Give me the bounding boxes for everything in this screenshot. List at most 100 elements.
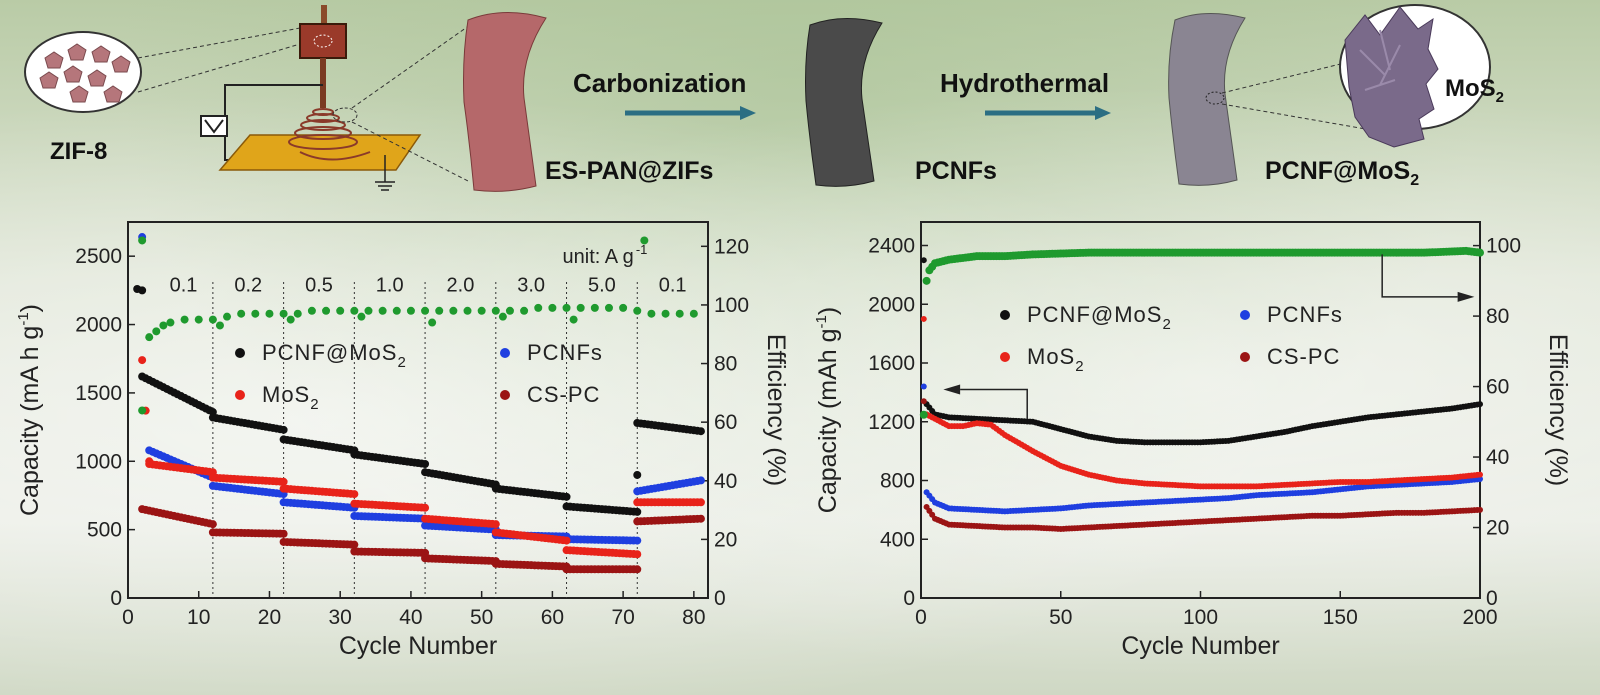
legend-marker xyxy=(1000,352,1010,362)
data-point xyxy=(505,306,514,315)
series-CS-PC xyxy=(920,398,1483,532)
data-point xyxy=(406,306,415,315)
data-point xyxy=(633,306,642,315)
data-point xyxy=(576,303,585,312)
pcnf-mos2-label: PCNF@MoS2 xyxy=(1265,157,1420,189)
plot-frame xyxy=(920,221,1481,599)
data-point xyxy=(208,520,217,529)
data-point xyxy=(364,306,373,315)
data-point xyxy=(696,498,705,507)
series-PCNFs xyxy=(138,233,705,545)
data-point xyxy=(279,309,288,318)
data-point xyxy=(159,321,168,330)
data-point xyxy=(279,425,288,434)
legend-label: PCNF@MoS2 xyxy=(1027,302,1172,333)
x-tick-label: 50 xyxy=(1049,606,1072,629)
series-efficiency xyxy=(138,236,698,415)
x-tick-label: 0 xyxy=(122,606,134,629)
data-point xyxy=(293,309,302,318)
data-point xyxy=(1477,401,1483,408)
data-point xyxy=(223,312,232,321)
data-point xyxy=(661,309,670,318)
y-axis-title: Capacity (mA h g-1) xyxy=(15,304,44,516)
y2-tick-label: 80 xyxy=(1486,305,1509,328)
data-point xyxy=(562,303,571,312)
rate-label: 0.2 xyxy=(234,275,262,297)
data-point xyxy=(463,306,472,315)
data-point xyxy=(152,327,161,336)
data-point xyxy=(357,312,366,321)
y2-tick-label: 100 xyxy=(1486,235,1521,258)
data-point xyxy=(1477,471,1483,478)
y-tick-label: 2500 xyxy=(75,245,122,268)
data-point xyxy=(920,315,927,322)
data-point xyxy=(307,306,316,315)
hydrothermal-label: Hydrothermal xyxy=(940,68,1110,98)
mos2-label: MoS2 xyxy=(1445,75,1505,106)
data-point xyxy=(647,309,656,318)
legend-marker xyxy=(500,390,510,400)
callout-line xyxy=(351,24,471,109)
rate-label: 3.0 xyxy=(517,275,545,297)
data-point xyxy=(640,236,649,245)
plot-frame xyxy=(127,221,709,599)
data-point xyxy=(604,303,613,312)
y2-tick-label: 60 xyxy=(1486,376,1509,399)
x-tick-label: 40 xyxy=(399,606,422,629)
y2-tick-label: 0 xyxy=(1486,587,1498,610)
data-point xyxy=(208,315,217,324)
y2-tick-label: 20 xyxy=(1486,517,1509,540)
legend-marker xyxy=(235,348,245,358)
y-tick-label: 1500 xyxy=(75,382,122,405)
rate-label: 0.1 xyxy=(170,275,198,297)
data-point xyxy=(491,520,500,529)
data-point xyxy=(378,306,387,315)
legend-label: PCNF@MoS2 xyxy=(262,340,407,371)
data-point xyxy=(449,306,458,315)
y-axis-title: Capacity (mAh g-1) xyxy=(813,307,842,513)
legend-marker xyxy=(1240,310,1250,320)
x-tick-label: 30 xyxy=(329,606,352,629)
data-point xyxy=(1477,506,1483,513)
y-tick-label: 0 xyxy=(110,587,122,610)
data-point xyxy=(633,536,642,545)
y-tick-label: 1000 xyxy=(75,450,122,473)
legend: PCNF@MoS2 PCNFs MoS2 CS-PC xyxy=(235,340,603,413)
data-point xyxy=(569,315,578,324)
legend-label: PCNFs xyxy=(527,340,603,365)
data-point xyxy=(350,540,359,549)
data-point xyxy=(322,306,331,315)
data-point xyxy=(336,306,345,315)
data-point xyxy=(633,565,642,574)
data-point xyxy=(215,321,224,330)
es-pan-label: ES-PAN@ZIFs xyxy=(545,157,714,185)
legend-label: MoS2 xyxy=(262,382,320,413)
data-point xyxy=(562,536,571,545)
data-point xyxy=(251,309,260,318)
data-point xyxy=(145,333,154,342)
data-point xyxy=(922,276,931,285)
data-point xyxy=(166,318,175,327)
x-tick-label: 200 xyxy=(1462,606,1497,629)
series-efficiency xyxy=(919,246,1484,419)
data-point xyxy=(477,306,486,315)
data-point xyxy=(498,312,507,321)
callout-line xyxy=(351,121,471,183)
y-tick-label: 1600 xyxy=(868,352,915,375)
callout-line xyxy=(137,43,301,93)
mos2-zoom-icon xyxy=(1339,4,1491,148)
y-tick-label: 2000 xyxy=(75,314,122,337)
data-point xyxy=(633,507,642,516)
data-point xyxy=(633,470,642,479)
y2-tick-label: 40 xyxy=(714,470,737,493)
fiber-icon xyxy=(1168,12,1246,186)
data-point xyxy=(286,315,295,324)
legend-label: PCNFs xyxy=(1267,302,1343,327)
series-PCNFs xyxy=(920,383,1483,515)
data-point xyxy=(138,286,147,295)
zif8-particles-icon xyxy=(24,31,142,113)
legend-marker xyxy=(1240,352,1250,362)
y2-axis-title: Efficiency (%) xyxy=(1544,334,1572,486)
rate-label: 0.1 xyxy=(659,275,687,297)
